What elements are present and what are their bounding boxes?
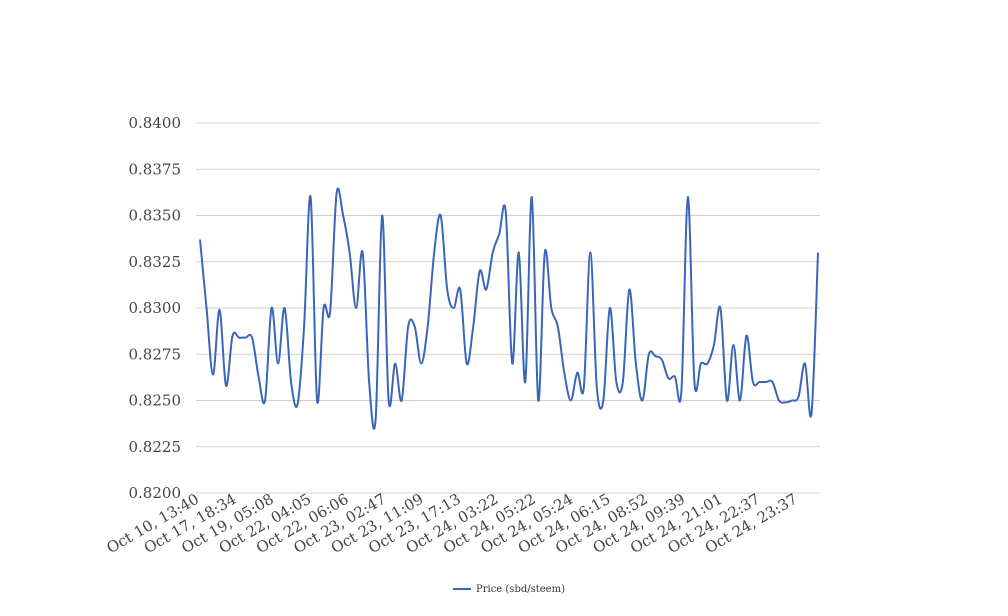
series-layer (199, 187, 819, 430)
y-tick-label: 0.8325 (129, 253, 182, 271)
y-tick-label: 0.8225 (129, 438, 182, 456)
y-tick-label: 0.8350 (129, 207, 182, 225)
y-axis-ticks: 0.8200 0.8225 0.8250 0.8275 0.8300 0.8325 0.83… (129, 114, 182, 502)
gridlines (196, 122, 820, 494)
y-tick-label: 0.8375 (129, 160, 182, 178)
legend: Price (sbd/steem) (453, 584, 565, 595)
legend-label: Price (sbd/steem) (476, 584, 565, 595)
y-tick-label: 0.8400 (129, 114, 182, 132)
y-tick-label: 0.8250 (129, 392, 182, 410)
series-line-price (199, 187, 819, 430)
y-tick-label: 0.8300 (129, 299, 182, 317)
y-tick-label: 0.8275 (129, 345, 182, 363)
y-tick-label: 0.8200 (129, 484, 182, 502)
